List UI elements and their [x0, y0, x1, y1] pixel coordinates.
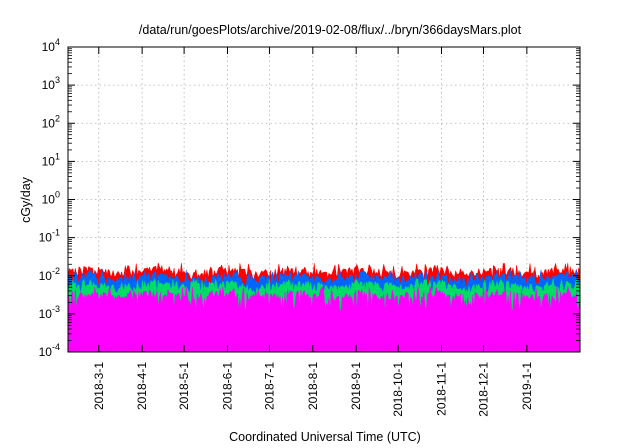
x-tick-label: 2018-9-1	[349, 362, 363, 410]
y-tick-label: 102	[42, 113, 60, 130]
y-tick-label: 101	[42, 151, 60, 168]
x-tick-label: 2018-10-1	[391, 362, 405, 417]
y-tick-label: 10-4	[39, 342, 60, 359]
x-tick-label: 2018-5-1	[177, 362, 191, 410]
data-series	[67, 262, 581, 353]
x-tick-label: 2018-8-1	[306, 362, 320, 410]
x-tick-label: 2018-7-1	[262, 362, 276, 410]
y-tick-label: 10-2	[39, 266, 60, 283]
y-tick-label: 10-1	[39, 228, 60, 245]
plot-frame	[67, 46, 581, 353]
x-tick-label: 2018-12-1	[476, 362, 490, 417]
x-axis-label: Coordinated Universal Time (UTC)	[229, 430, 421, 444]
axis-ticks: 104 103 102 101 100 10-1 10-2 10-3 10-4 2018-3-1 2…	[39, 37, 580, 417]
x-tick-label: 2018-11-1	[435, 362, 449, 416]
y-tick-label: 10-3	[39, 304, 60, 321]
y-axis-label: cGy/day	[19, 176, 33, 223]
x-tick-label: 2018-6-1	[220, 362, 234, 410]
series-area-4	[67, 285, 581, 353]
x-tick-label: 2018-4-1	[135, 362, 149, 410]
x-tick-label: 2019-1-1	[520, 362, 534, 410]
y-tick-label: 104	[42, 37, 60, 54]
x-tick-label: 2018-3-1	[92, 362, 106, 410]
chart-title: /data/run/goesPlots/archive/2019-02-08/f…	[139, 23, 522, 37]
y-tick-label: 100	[42, 190, 60, 207]
y-tick-label: 103	[42, 75, 60, 92]
grid-lines	[68, 47, 580, 352]
